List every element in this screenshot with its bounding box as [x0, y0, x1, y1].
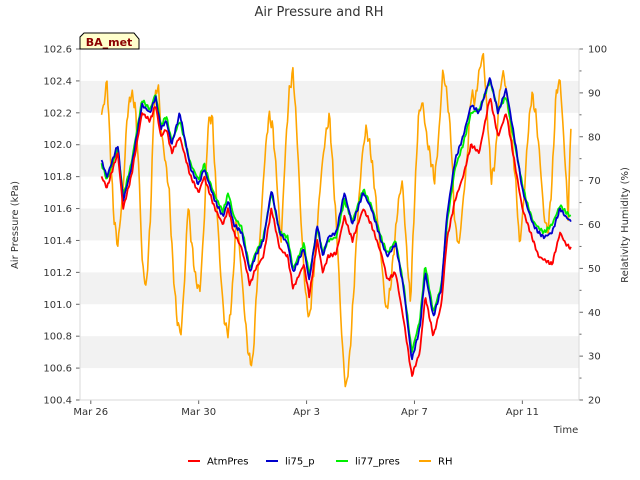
y-left-tick-label: 100.8 — [43, 332, 72, 343]
y-right-tick-label: 40 — [588, 308, 601, 319]
y-right-tick-label: 100 — [588, 45, 607, 56]
y-left-ticks: 100.4 100.6 100.8 101.0 101.2 101.4 101.6 101.8… — [43, 45, 80, 407]
series-layer — [100, 52, 572, 388]
legend-label-li75-p: li75_p — [285, 457, 315, 468]
series-line-rh — [100, 52, 572, 388]
site-label-box: BA_met — [79, 32, 140, 50]
x-tick-label: Apr 3 — [293, 407, 320, 418]
grid-band — [80, 80, 579, 113]
site-label-text: BA_met — [86, 36, 133, 49]
y-left-tick-label: 101.8 — [43, 172, 72, 183]
y-left-tick-label: 101.2 — [43, 268, 72, 279]
x-tick-label: Apr 7 — [401, 407, 428, 418]
y-left-axis-title: Air Pressure (kPa) — [10, 181, 21, 269]
grid-band — [80, 272, 579, 305]
y-left-tick-label: 101.4 — [43, 236, 72, 247]
y-left-tick-label: 101.6 — [43, 204, 72, 215]
legend-label-atmpres: AtmPres — [207, 457, 248, 468]
site-label-shape — [79, 32, 140, 50]
y-left-tick-label: 102.6 — [43, 45, 72, 56]
y-right-tick-label: 90 — [588, 88, 601, 99]
legend-label-rh: RH — [438, 457, 452, 468]
y-left-tick-label: 101.0 — [43, 300, 72, 311]
y-right-tick-label: 50 — [588, 264, 601, 275]
y-left-tick-label: 102.2 — [43, 108, 72, 119]
y-right-tick-label: 70 — [588, 176, 601, 187]
x-tick-label: Apr 11 — [506, 407, 539, 418]
chart-title: Air Pressure and RH — [254, 5, 383, 20]
y-left-tick-label: 102.0 — [43, 140, 72, 151]
x-tick-label: Mar 26 — [73, 407, 108, 418]
grid-band — [80, 336, 579, 369]
x-ticks: Mar 26 Mar 30 Apr 3 Apr 7 Apr 11 — [73, 400, 539, 418]
series-line-atmpres — [100, 97, 572, 377]
legend-label-li77-pres: li77_pres — [355, 457, 400, 468]
legend: AtmPres li75_p li77_pres RH — [188, 457, 452, 468]
series-line-li75-p — [100, 77, 572, 361]
y-left-tick-label: 100.4 — [43, 396, 72, 407]
grid-band — [80, 144, 579, 177]
x-tick-label: Mar 30 — [181, 407, 216, 418]
y-right-tick-label: 30 — [588, 352, 601, 363]
y-right-tick-label: 80 — [588, 132, 601, 143]
y-left-tick-label: 102.4 — [43, 76, 72, 87]
x-axis-title: Time — [553, 425, 578, 436]
grid-bands — [80, 80, 579, 369]
y-left-tick-label: 100.6 — [43, 364, 72, 375]
y-right-axis-title: Relativity Humidity (%) — [620, 167, 631, 283]
y-right-tick-label: 60 — [588, 220, 601, 231]
y-right-ticks: 20 30 40 50 60 70 80 90 100 — [579, 45, 607, 407]
y-right-tick-label: 20 — [588, 396, 601, 407]
plot-frame — [79, 48, 580, 401]
